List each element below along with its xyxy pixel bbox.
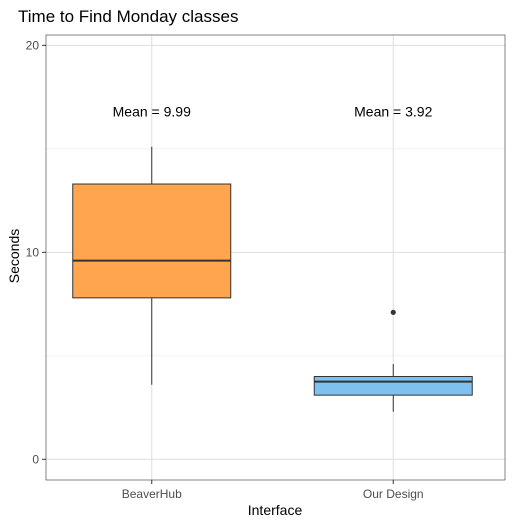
y-axis-title: Seconds xyxy=(6,229,22,283)
mean-annotation: Mean = 9.99 xyxy=(113,104,191,120)
x-tick-label: BeaverHub xyxy=(122,487,182,501)
panel-border xyxy=(45,34,506,481)
y-tick-label: 0 xyxy=(32,452,39,466)
x-tick-label: Our Design xyxy=(363,487,424,501)
chart-title: Time to Find Monday classes xyxy=(18,7,238,26)
y-tick-label: 20 xyxy=(26,38,40,52)
box xyxy=(72,183,232,299)
box xyxy=(313,376,473,396)
y-tick-label: 10 xyxy=(26,245,40,259)
plot-panel: Mean = 9.99 Mean = 3.92 0 10 20 BeaverHub Our … xyxy=(26,34,506,501)
outlier-point xyxy=(390,309,396,315)
mean-annotation: Mean = 3.92 xyxy=(354,104,432,120)
x-axis-title: Interface xyxy=(248,502,303,518)
